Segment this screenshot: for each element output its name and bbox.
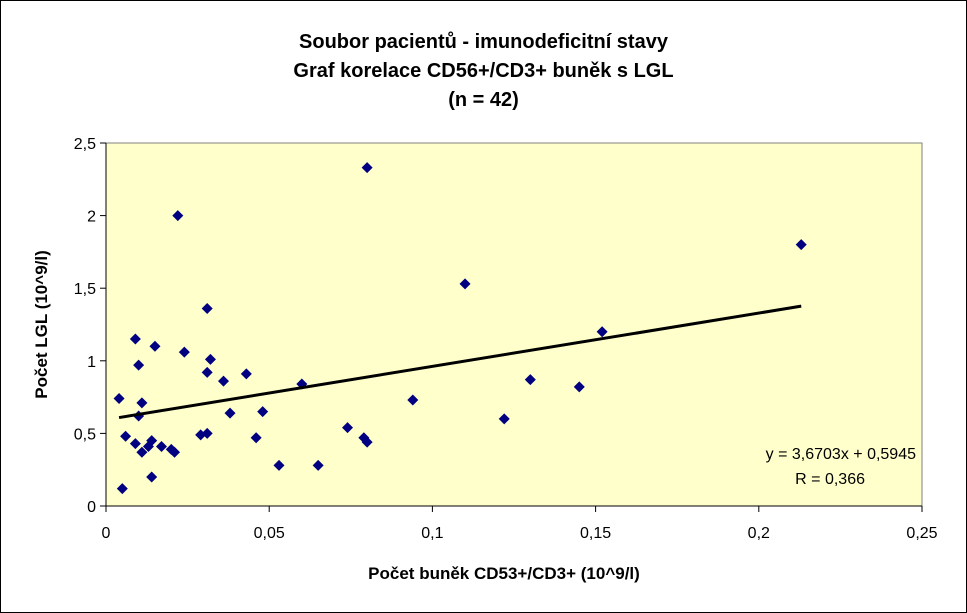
data-point (312, 459, 324, 471)
data-point (136, 446, 148, 458)
data-point (155, 440, 167, 452)
data-point (113, 393, 125, 405)
data-point (218, 375, 230, 387)
x-tick-label: 0,25 (906, 525, 937, 542)
data-point (342, 422, 354, 434)
y-tick-label: 2,5 (74, 136, 96, 153)
x-tick-label: 0,15 (580, 525, 611, 542)
correlation-label: R = 0,366 (795, 471, 865, 488)
data-point (133, 359, 145, 371)
data-point (172, 210, 184, 222)
data-point (459, 278, 471, 290)
data-point (273, 459, 285, 471)
trendline (118, 304, 802, 420)
data-point (136, 397, 148, 409)
x-tick-label: 0,2 (748, 525, 770, 542)
data-point (116, 483, 128, 495)
data-point (795, 239, 807, 251)
data-point (361, 436, 373, 448)
data-point (257, 406, 269, 418)
data-point (169, 446, 181, 458)
y-tick-label: 1,5 (74, 281, 96, 298)
data-point (146, 471, 158, 483)
data-point (224, 407, 236, 419)
chart-title-line-3: (n = 42) (448, 89, 519, 111)
y-tick-label: 0,5 (74, 426, 96, 443)
data-point (146, 435, 158, 447)
y-tick-label: 1 (87, 354, 96, 371)
x-tick-label: 0,1 (421, 525, 443, 542)
data-point (129, 333, 141, 345)
chart-title-line-1: Soubor pacientů - imunodeficitní stavy (299, 31, 668, 53)
data-point (596, 326, 608, 338)
y-tick-label: 2 (87, 209, 96, 226)
y-axis: 0 0,5 1 1,5 2 2,5 (74, 136, 107, 516)
x-tick-label: 0 (102, 525, 111, 542)
data-point (201, 303, 213, 315)
x-tick-label: 0,05 (254, 525, 285, 542)
trendline-equation: y = 3,6703x + 0,5945 (766, 446, 916, 463)
data-point (129, 438, 141, 450)
data-point (201, 366, 213, 378)
x-axis: 0 0,05 0,1 0,15 0,2 0,25 (102, 505, 938, 542)
data-point (149, 340, 161, 352)
data-point (573, 381, 585, 393)
data-point (250, 432, 262, 444)
data-point (407, 394, 419, 406)
chart-title-line-2: Graf korelace CD56+/CD3+ buněk s LGL (293, 60, 674, 82)
data-point (498, 413, 510, 425)
data-point (240, 368, 252, 380)
data-point (524, 374, 536, 386)
x-axis-title: Počet buněk CD53+/CD3+ (10^9/l) (368, 564, 640, 583)
y-axis-title: Počet LGL (10^9/l) (32, 250, 51, 398)
data-point (178, 346, 190, 358)
data-point (361, 162, 373, 174)
y-tick-label: 0 (87, 499, 96, 516)
data-points (113, 162, 807, 495)
data-point (201, 427, 213, 439)
data-point (204, 353, 216, 365)
data-point (120, 430, 132, 442)
